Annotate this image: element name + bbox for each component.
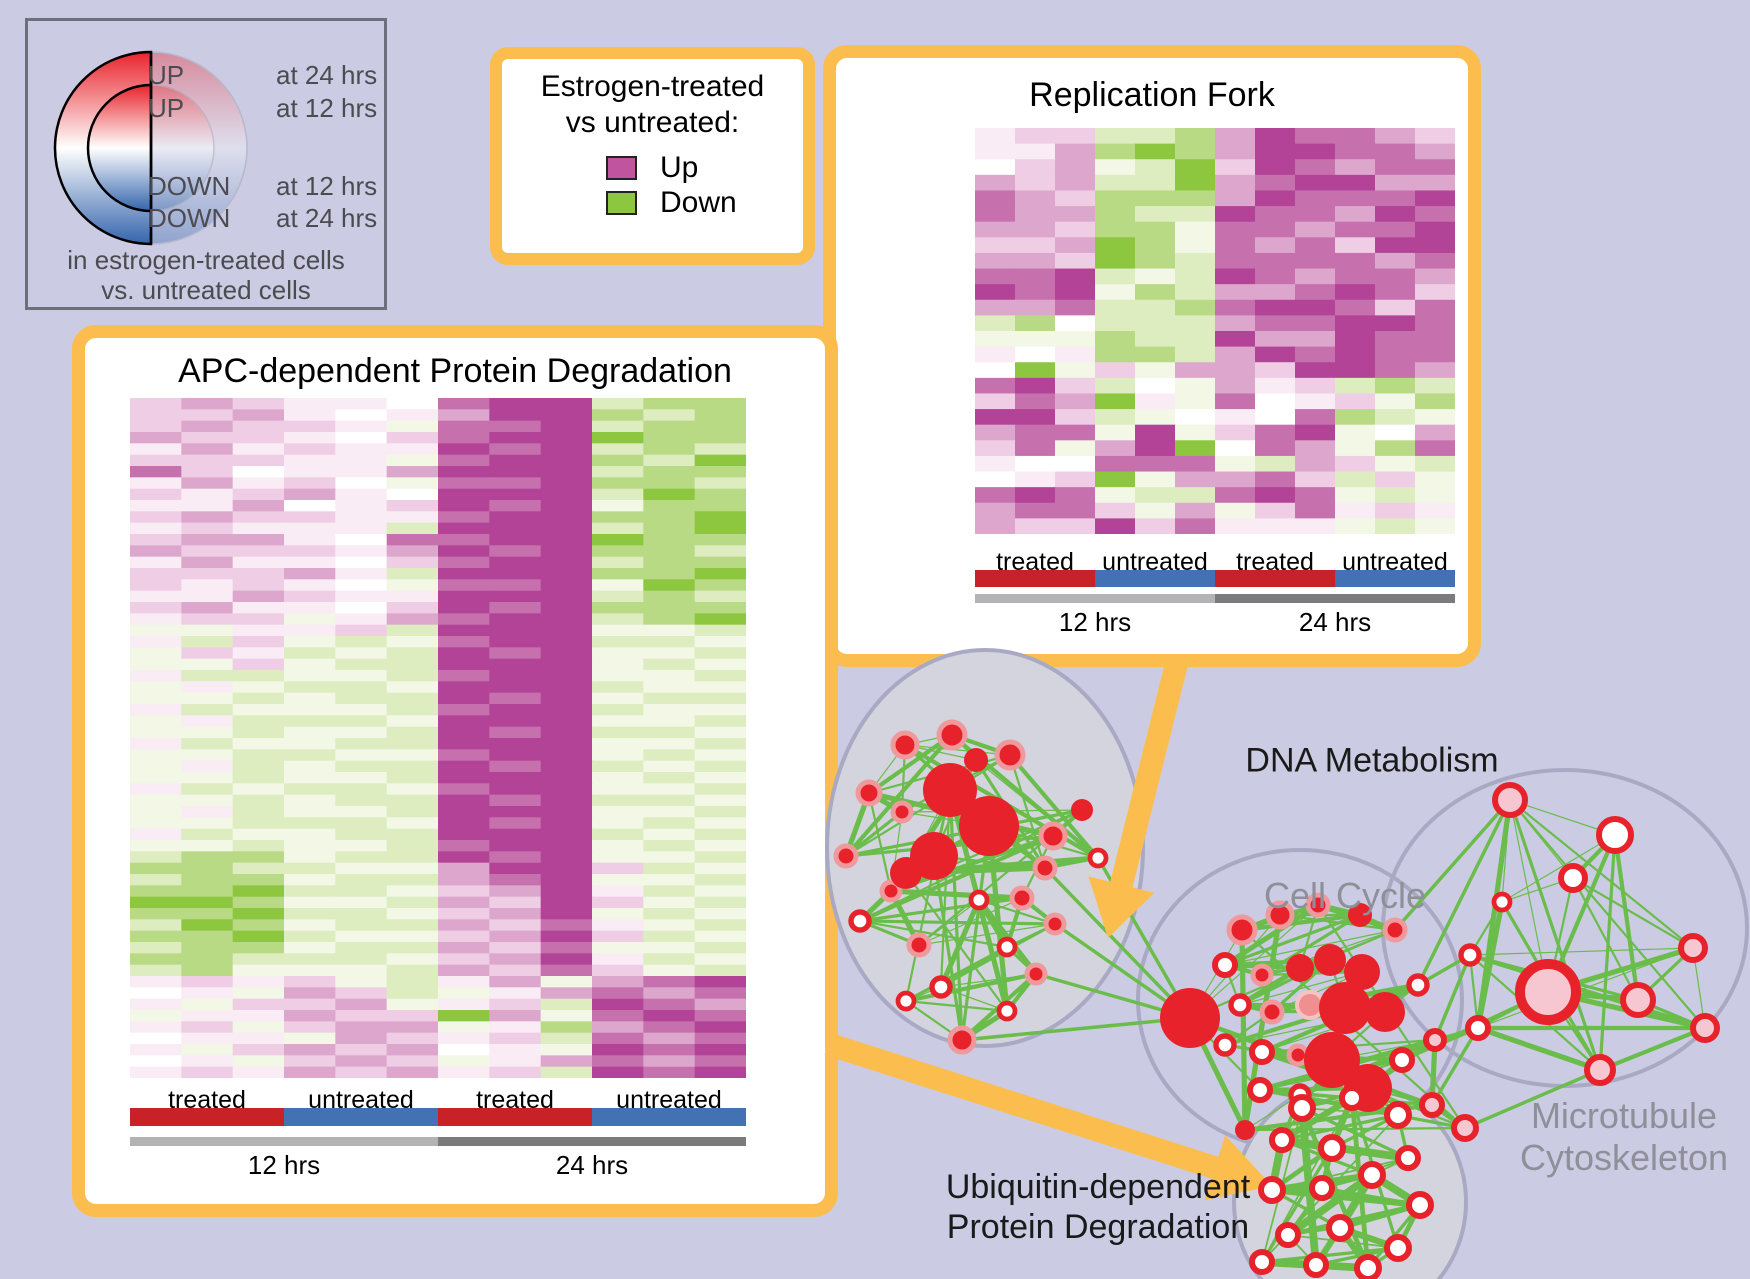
treated-bar <box>1215 570 1335 587</box>
apc-degradation-panel: APC-dependent Protein Degradation treate… <box>72 325 838 1217</box>
bar-24hrs <box>438 1137 746 1146</box>
caption-line-1: in estrogen-treated cells <box>67 245 345 275</box>
untreated-bar <box>1095 570 1215 587</box>
label-microtubule-cytoskeleton: Microtubule Cytoskeleton <box>1520 1095 1728 1179</box>
untreated-bar <box>1335 570 1455 587</box>
key-title-line-1: Estrogen-treated <box>540 70 765 103</box>
bar-12hrs <box>130 1137 438 1146</box>
hour-label-24: 24 hrs <box>555 1150 629 1180</box>
time-label: at 12 hrs <box>276 171 378 201</box>
time-label: at 24 hrs <box>276 60 378 90</box>
updown-legend-box: UP at 24 hrs UP at 12 hrs DOWN at 12 hrs DO… <box>25 18 387 310</box>
hour-label-12: 12 hrs <box>247 1150 321 1180</box>
bar-12hrs <box>975 594 1215 603</box>
microtubule-line-1: Microtubule <box>1530 1095 1718 1136</box>
untreated-bar <box>592 1108 746 1126</box>
microtubule-line-2: Cytoskeleton <box>1519 1137 1729 1178</box>
caption-line-2: vs. untreated cells <box>101 275 311 305</box>
estrogen-key-box: Estrogen-treated vs untreated: Up Down <box>490 47 815 265</box>
hour-label-24: 24 hrs <box>1298 607 1372 637</box>
up-label: Up <box>660 151 699 184</box>
key-title-line-2: vs untreated: <box>565 106 740 139</box>
dir-label: DOWN <box>148 171 231 201</box>
key-title: Estrogen-treated vs untreated: <box>502 69 803 141</box>
ubiquitin-line-1: Ubiquitin-dependent <box>945 1168 1251 1206</box>
updown-donut <box>53 50 248 246</box>
timepoint-bar <box>130 1137 746 1146</box>
label-dna-metabolism: DNA Metabolism <box>1245 741 1499 780</box>
ubiquitin-line-2: Protein Degradation <box>946 1208 1250 1246</box>
dir-label: UP <box>148 93 185 123</box>
apc-heatmap <box>130 398 746 1078</box>
untreated-bar <box>284 1108 438 1126</box>
bar-24hrs <box>1215 594 1455 603</box>
time-label: at 24 hrs <box>276 203 378 233</box>
label-cell-cycle: Cell Cycle <box>1263 875 1427 916</box>
time-label: at 12 hrs <box>276 93 378 123</box>
timepoint-bar <box>975 594 1455 603</box>
treated-bar <box>975 570 1095 587</box>
replication-fork-heatmap <box>975 128 1455 534</box>
down-label: Down <box>660 186 737 219</box>
up-color-swatch <box>606 156 637 180</box>
treated-bar <box>438 1108 592 1126</box>
down-color-swatch <box>606 191 637 215</box>
panel-title: APC-dependent Protein Degradation <box>178 352 732 390</box>
inner-circle-left-half <box>86 83 153 213</box>
panel-title: Replication Fork <box>1029 76 1275 114</box>
replication-fork-panel: Replication Fork treated untreated treat… <box>823 45 1481 667</box>
dir-label: DOWN <box>148 203 231 233</box>
label-ubiquitin-degradation: Ubiquitin-dependent Protein Degradation <box>946 1167 1250 1247</box>
hour-label-12: 12 hrs <box>1058 607 1132 637</box>
dir-label: UP <box>148 60 185 90</box>
treatment-color-bar <box>975 570 1455 587</box>
treatment-color-bar <box>130 1108 746 1126</box>
treated-bar <box>130 1108 284 1126</box>
